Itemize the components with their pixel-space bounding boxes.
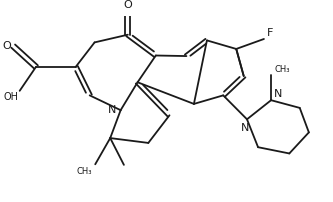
Text: N: N xyxy=(241,123,249,133)
Text: N: N xyxy=(108,105,117,115)
Text: OH: OH xyxy=(3,92,18,102)
Text: CH₃: CH₃ xyxy=(274,65,290,74)
Text: O: O xyxy=(124,0,132,10)
Text: N: N xyxy=(274,89,283,99)
Text: F: F xyxy=(266,27,273,38)
Text: O: O xyxy=(3,41,12,51)
Text: CH₃: CH₃ xyxy=(77,167,92,176)
